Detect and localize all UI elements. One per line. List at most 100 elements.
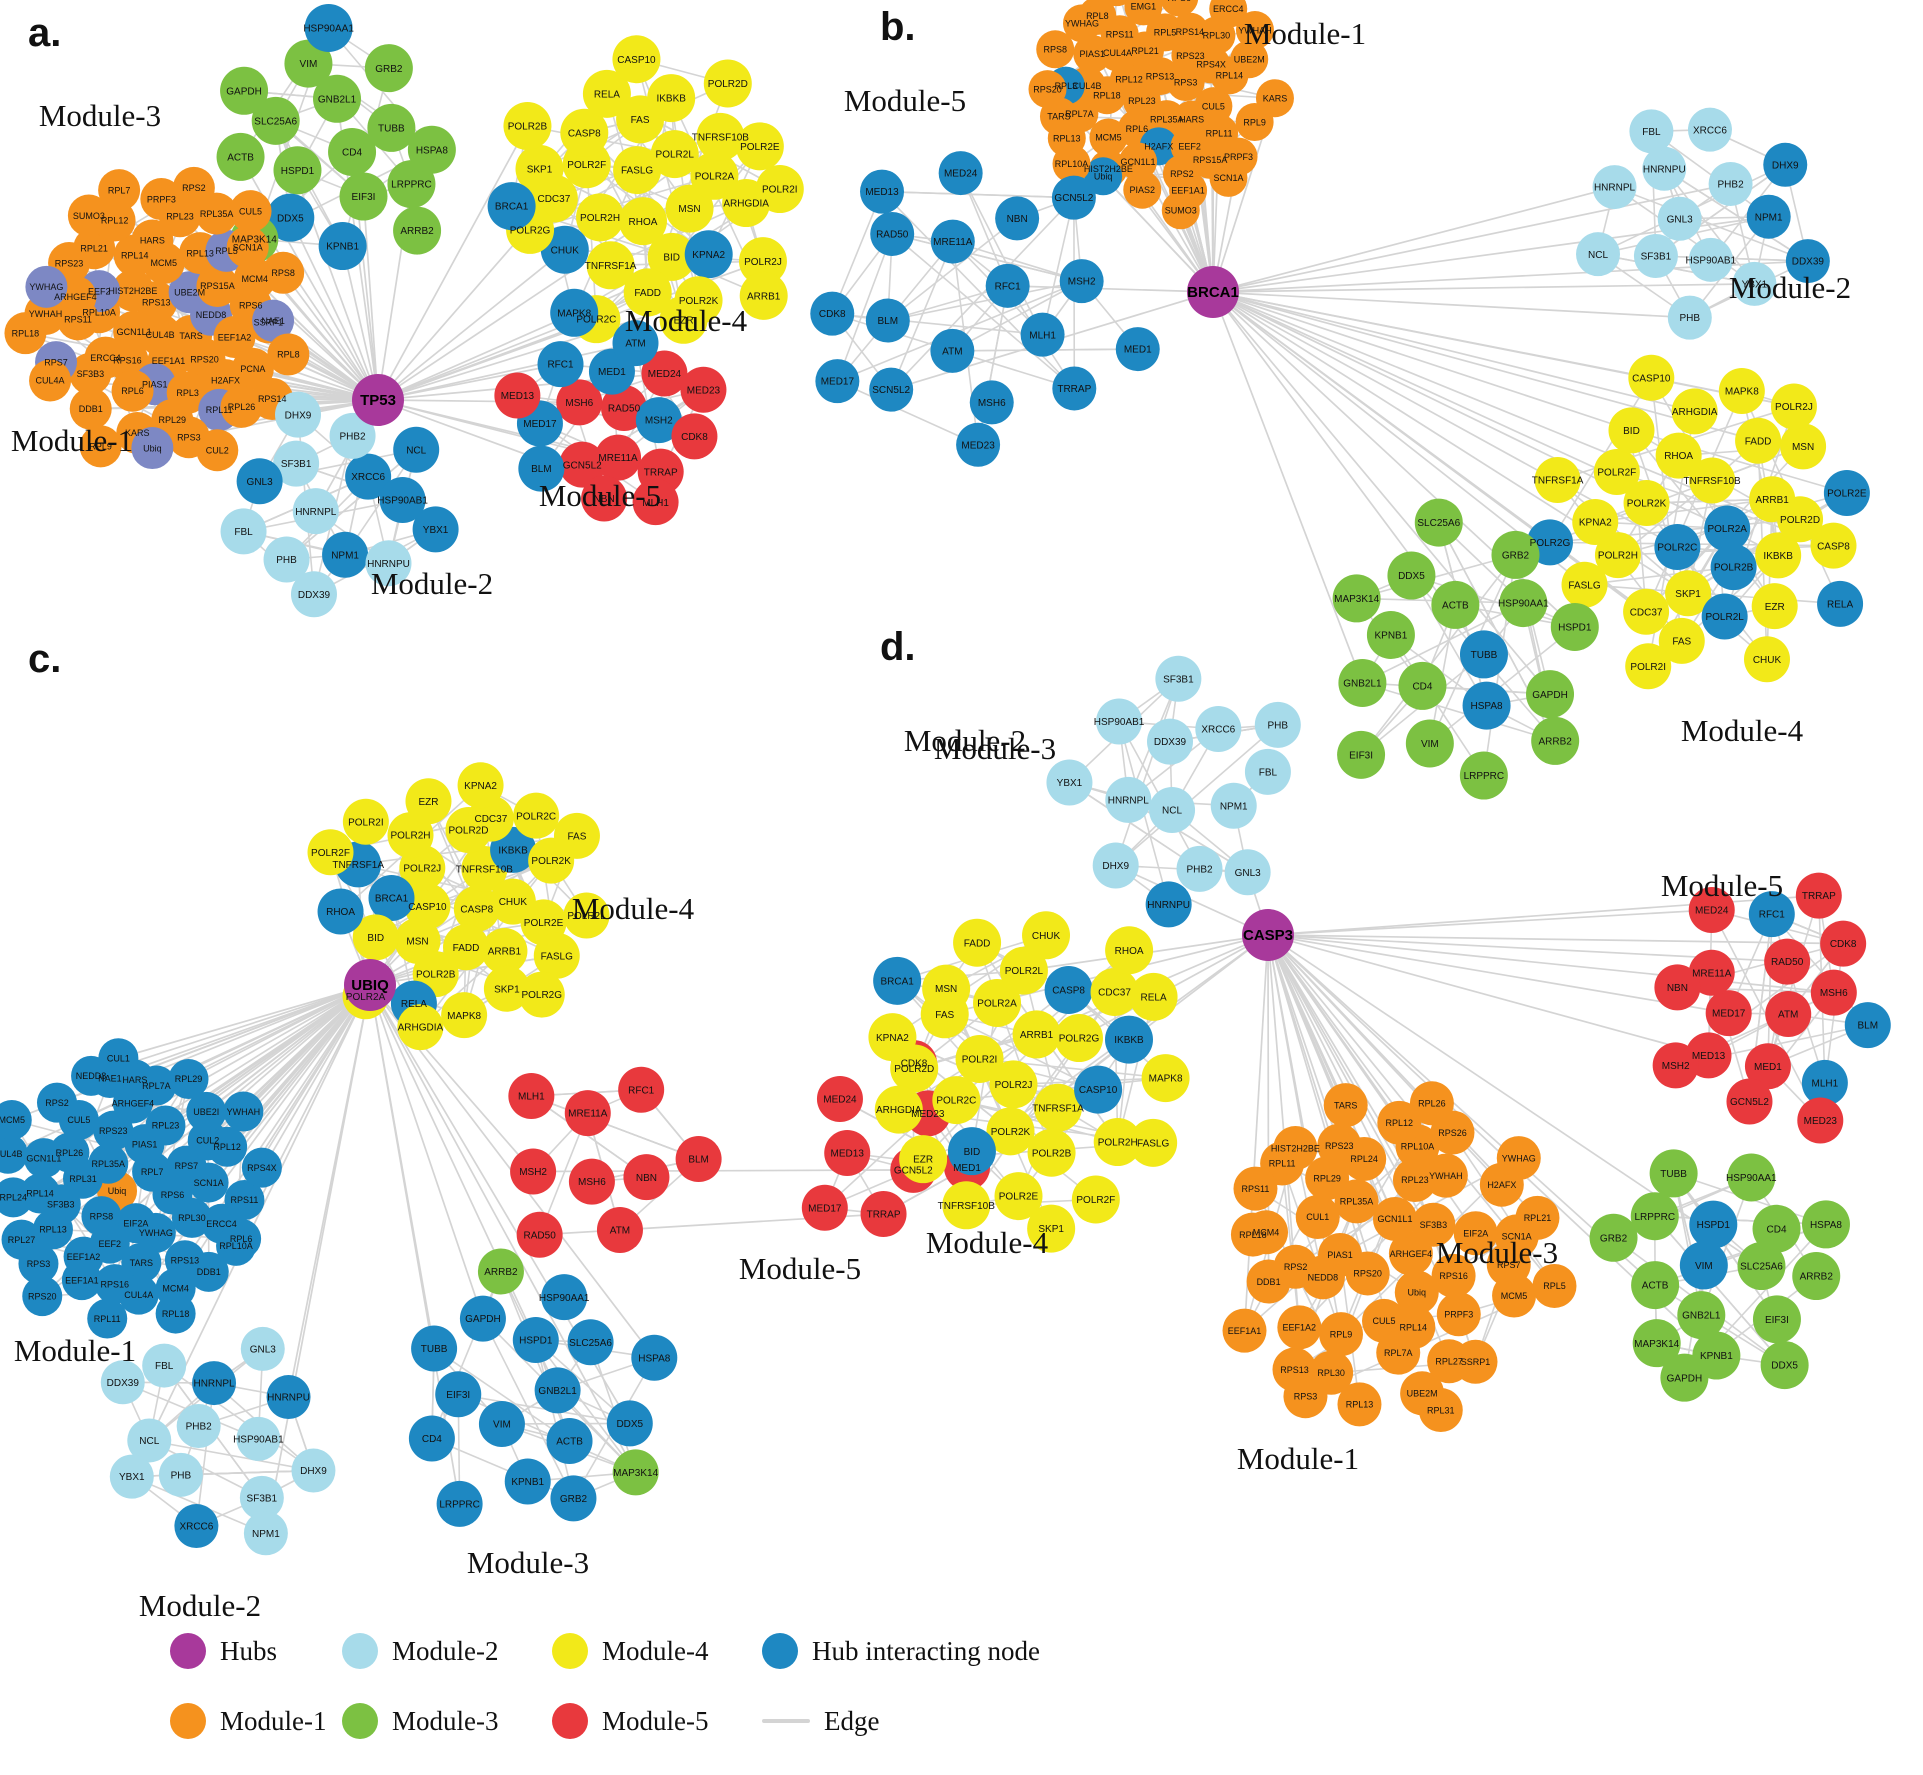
node-EIF3I xyxy=(1752,1295,1801,1344)
node-DHX9 xyxy=(1092,842,1139,889)
node-HSPD1 xyxy=(273,146,322,195)
node-TUBB xyxy=(367,103,416,152)
node-XRCC6 xyxy=(174,1504,219,1549)
node-HNRNPL xyxy=(1105,776,1152,823)
node-CUL2 xyxy=(196,429,239,472)
node-TARS xyxy=(1323,1083,1368,1128)
module-label-d-Module-4: Module-4 xyxy=(926,1225,1049,1260)
node-BLM xyxy=(865,298,910,343)
node-HSPD1 xyxy=(1550,602,1599,651)
node-SF3B1 xyxy=(1155,655,1202,702)
edge xyxy=(1113,991,1119,1143)
hub-edge xyxy=(1267,934,1401,1124)
edge xyxy=(1654,1215,1786,1366)
node-RPS20 xyxy=(1028,70,1067,109)
node-GRB2 xyxy=(1589,1213,1638,1262)
node-RPS16 xyxy=(1431,1253,1476,1298)
node-POLR2I xyxy=(342,798,389,845)
node-UBE2I xyxy=(186,1091,227,1132)
node-HNRNPU xyxy=(266,1375,311,1420)
node-TRRAP xyxy=(1795,872,1842,919)
node-CUL4B xyxy=(0,1133,28,1174)
node-POLR2L xyxy=(999,946,1048,995)
module-label-c-Module-2: Module-2 xyxy=(139,1588,261,1623)
panel-b-letter: b. xyxy=(880,5,916,49)
node-RPS8 xyxy=(1036,30,1075,69)
node-ATM xyxy=(1765,991,1812,1038)
node-PHB xyxy=(263,536,310,583)
node-TRRAP xyxy=(1052,366,1097,411)
node-RPL6 xyxy=(111,369,154,412)
node-EZR xyxy=(1751,583,1798,630)
node-EIF3I xyxy=(339,172,388,221)
hub-edge xyxy=(1212,183,1731,293)
edge xyxy=(1700,1177,1753,1316)
node-NBN xyxy=(1654,964,1701,1011)
hub-edge xyxy=(1212,291,1834,547)
node-CUL1 xyxy=(1295,1195,1340,1240)
node-MRE11A xyxy=(595,434,642,481)
node-FASLG xyxy=(1561,561,1608,608)
node-MED17 xyxy=(801,1184,848,1231)
node-CDK8 xyxy=(671,413,718,460)
node-CD4 xyxy=(1398,661,1447,710)
node-MRE11A xyxy=(1688,949,1735,996)
edge xyxy=(1362,602,1524,684)
module-label-b-Module-4: Module-4 xyxy=(1681,713,1804,748)
node-RPL10A xyxy=(1052,144,1091,183)
hub-edge xyxy=(377,342,636,401)
node-HSP90AB1 xyxy=(1096,698,1143,745)
node-HNRNPU xyxy=(365,540,412,587)
node-MSH2 xyxy=(635,397,682,444)
node-RAD50 xyxy=(870,211,915,256)
node-YWHAH xyxy=(1423,1153,1468,1198)
edge xyxy=(1663,168,1809,262)
node-POLR2L xyxy=(650,130,699,179)
hub-edge xyxy=(1115,864,1269,936)
node-KPNA2 xyxy=(457,762,504,809)
node-MAPK8 xyxy=(1141,1054,1190,1103)
node-DDX5 xyxy=(1387,551,1436,600)
node-GCN1L1 xyxy=(1119,142,1158,181)
node-DHX9 xyxy=(1763,142,1808,187)
node-ACTB xyxy=(1631,1261,1680,1310)
module-label-a-Module-4: Module-4 xyxy=(625,303,748,338)
node-RPL30 xyxy=(171,1197,212,1238)
node-POLR2D xyxy=(1777,496,1824,543)
hub-node-CASP3 xyxy=(1242,909,1294,961)
node-MSH6 xyxy=(1810,969,1857,1016)
node-POLR2G xyxy=(1054,1014,1103,1063)
node-KPNA2 xyxy=(868,1013,917,1062)
node-EEF1A2 xyxy=(1277,1305,1322,1350)
hub-edge xyxy=(1212,186,1615,293)
node-NCL xyxy=(1576,232,1621,277)
node-TUBB xyxy=(1459,630,1508,679)
edge xyxy=(1362,682,1551,695)
edge xyxy=(1009,991,1116,1132)
node-MRE11A xyxy=(564,1090,611,1137)
node-RPS11 xyxy=(1233,1166,1278,1211)
node-MSH2 xyxy=(1652,1042,1699,1089)
node-GRB2 xyxy=(364,44,413,93)
node-POLR2F xyxy=(1593,448,1640,495)
node-YBX1 xyxy=(1046,759,1093,806)
node-MED1 xyxy=(1115,327,1160,372)
edge xyxy=(1390,634,1485,776)
node-SF3B1 xyxy=(239,1475,284,1520)
node-TARS xyxy=(121,1242,162,1283)
node-RPS15A xyxy=(196,265,239,308)
node-RPL29 xyxy=(168,1058,209,1099)
node-ARRB1 xyxy=(1012,1010,1061,1059)
node-BLM xyxy=(518,445,565,492)
node-CASP8 xyxy=(560,108,609,157)
node-POLR2C xyxy=(513,792,560,839)
node-SLC25A6 xyxy=(251,96,300,145)
panel-d-letter: d. xyxy=(880,625,916,669)
node-SLC25A6 xyxy=(1414,498,1463,547)
hub-edge xyxy=(1267,909,1712,936)
node-UBE2M xyxy=(1230,40,1269,79)
module-label-c-Module-3: Module-3 xyxy=(467,1545,589,1580)
node-KPNB1 xyxy=(1366,610,1415,659)
edge xyxy=(535,1339,637,1473)
